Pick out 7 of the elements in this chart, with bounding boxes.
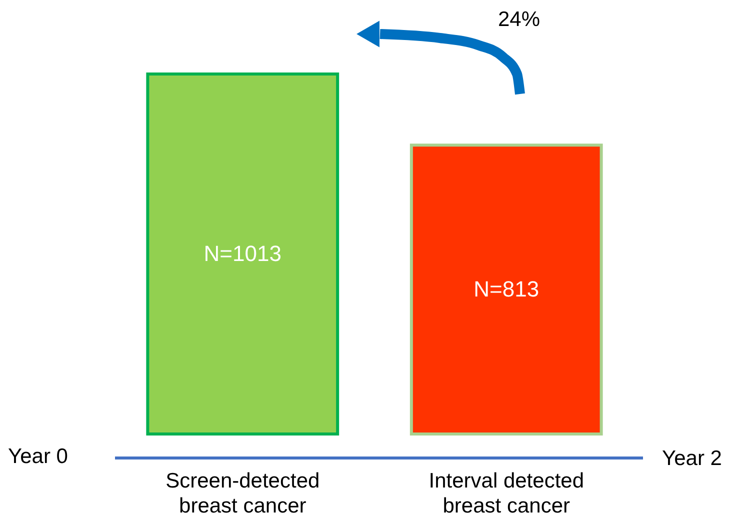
text: 24% [498, 8, 540, 31]
x-tick-label: Interval detected breast cancer [428, 470, 584, 518]
x-tick-label: Screen-detected breast cancer [166, 470, 320, 518]
text: Year 2 [662, 447, 722, 470]
data-label: N=1013 [204, 241, 282, 266]
data-label: N=813 [474, 276, 540, 302]
text: Year 0 [8, 445, 68, 468]
